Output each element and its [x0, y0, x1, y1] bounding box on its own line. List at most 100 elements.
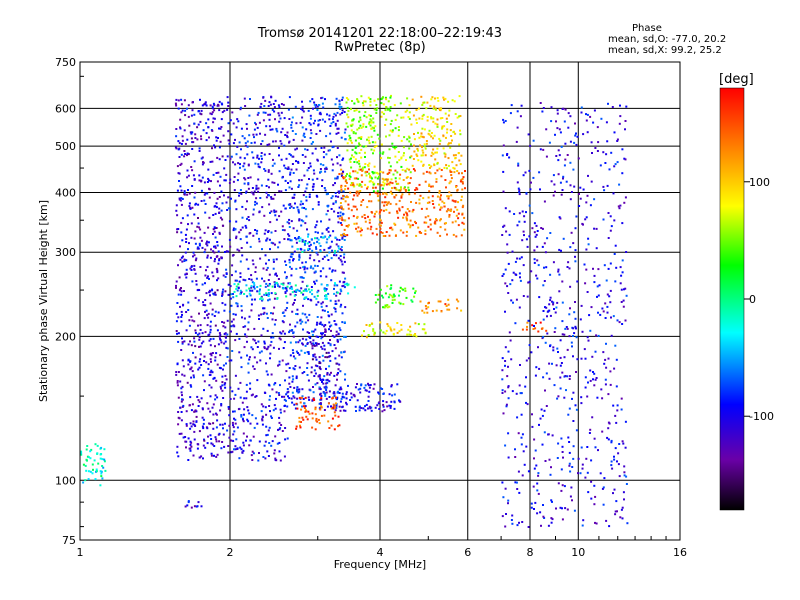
data-point: [398, 207, 401, 210]
data-point: [376, 133, 379, 136]
data-point: [336, 373, 339, 376]
data-point: [279, 411, 282, 414]
data-point: [344, 409, 347, 412]
data-point: [369, 100, 372, 103]
data-point: [376, 177, 379, 180]
data-point: [326, 372, 329, 374]
data-point: [299, 203, 302, 206]
data-point: [345, 391, 348, 394]
data-point: [187, 115, 190, 118]
data-point: [256, 156, 259, 159]
data-point: [261, 299, 264, 302]
data-point: [324, 167, 327, 170]
data-point: [228, 238, 231, 241]
data-point: [215, 267, 218, 270]
data-point: [292, 172, 295, 174]
data-point: [549, 314, 552, 317]
data-point: [334, 308, 337, 310]
data-point: [508, 233, 511, 236]
data-point: [515, 481, 518, 484]
data-point: [297, 237, 300, 240]
data-point: [211, 406, 214, 409]
data-point: [322, 359, 325, 362]
data-point: [294, 357, 297, 360]
data-point: [265, 262, 267, 265]
data-point: [390, 385, 393, 388]
data-point: [325, 275, 328, 278]
data-point: [178, 417, 181, 420]
data-point: [317, 301, 320, 304]
data-point: [329, 355, 332, 358]
data-point: [177, 140, 180, 143]
data-point: [258, 121, 261, 124]
data-point: [340, 186, 343, 189]
data-point: [440, 310, 443, 313]
data-point: [291, 310, 294, 313]
data-point: [400, 188, 403, 191]
data-point: [374, 176, 377, 179]
data-point: [539, 102, 542, 104]
data-point: [261, 419, 264, 422]
data-point: [341, 263, 344, 266]
data-point: [267, 169, 270, 172]
data-point: [410, 155, 413, 158]
data-point: [274, 292, 277, 295]
data-point: [419, 194, 422, 197]
data-point: [358, 152, 361, 154]
data-point: [268, 405, 271, 407]
data-point: [288, 226, 291, 228]
data-point: [190, 441, 193, 444]
data-point: [306, 242, 309, 245]
data-point: [224, 386, 227, 389]
data-point: [370, 119, 373, 122]
data-point: [332, 145, 335, 148]
data-point: [540, 327, 543, 330]
data-point: [234, 445, 237, 448]
data-point: [557, 173, 560, 176]
data-point: [359, 124, 362, 127]
data-point: [328, 365, 331, 368]
data-point: [327, 420, 330, 423]
data-point: [268, 153, 271, 155]
data-point: [592, 378, 594, 381]
data-point: [398, 159, 401, 162]
data-point: [424, 332, 427, 335]
data-point: [374, 191, 377, 194]
data-point: [354, 139, 357, 142]
data-point: [340, 397, 343, 400]
data-point: [271, 332, 274, 335]
data-point: [212, 413, 215, 416]
data-point: [453, 210, 455, 213]
data-point: [196, 225, 199, 228]
data-point: [534, 327, 537, 330]
data-point: [240, 148, 242, 151]
data-point: [371, 232, 374, 235]
data-point: [426, 119, 429, 122]
data-point: [261, 248, 263, 251]
data-point: [219, 337, 221, 340]
data-point: [305, 316, 308, 319]
data-point: [327, 351, 330, 354]
data-point: [243, 293, 246, 295]
data-point: [304, 289, 307, 292]
data-point: [267, 288, 270, 291]
data-point: [314, 413, 317, 416]
data-point: [201, 283, 204, 286]
data-point: [231, 264, 234, 267]
data-point: [187, 153, 190, 156]
data-point: [530, 502, 533, 505]
data-point: [366, 138, 368, 141]
data-point: [93, 459, 96, 462]
data-point: [535, 366, 538, 369]
data-point: [527, 133, 530, 136]
data-point: [429, 218, 432, 221]
data-point: [566, 375, 569, 378]
data-point: [191, 131, 194, 134]
data-point: [338, 239, 341, 241]
data-point: [590, 497, 593, 500]
data-point: [424, 216, 427, 219]
data-point: [235, 237, 238, 240]
data-point: [235, 285, 238, 288]
data-point: [365, 324, 368, 326]
data-point: [378, 175, 380, 178]
